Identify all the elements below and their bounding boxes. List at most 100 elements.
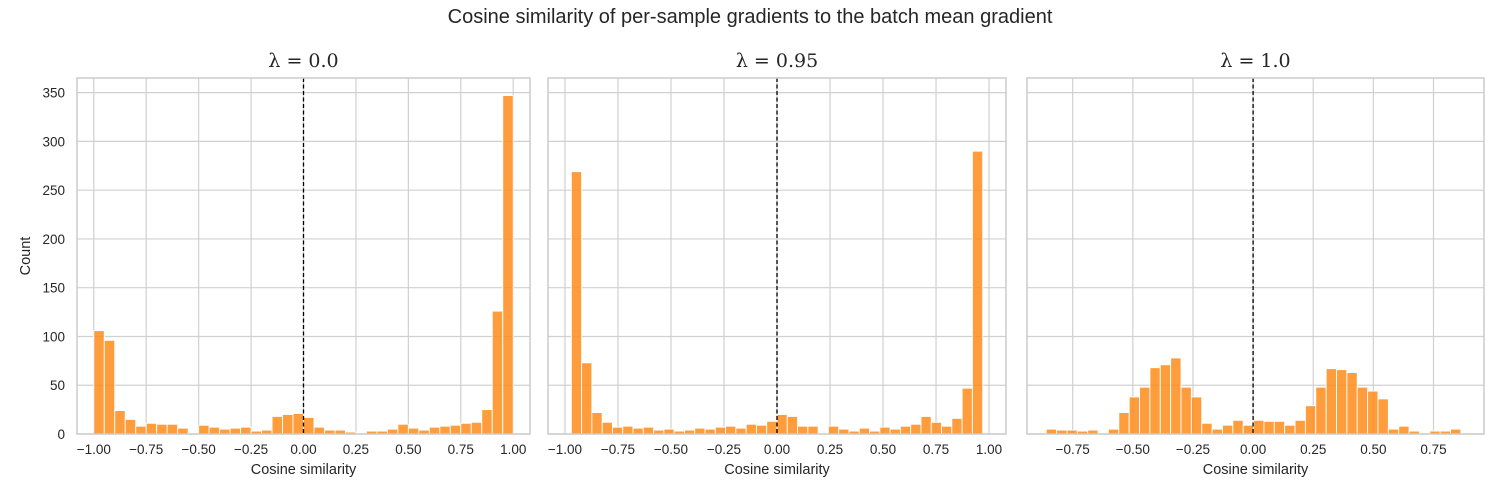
histogram-bar — [481, 409, 493, 435]
histogram-bar — [240, 426, 252, 435]
x-tick-label: 0.50 — [870, 442, 896, 457]
histogram-bar — [1336, 369, 1348, 435]
histogram-bar — [1118, 412, 1130, 435]
histogram-bar — [1253, 419, 1265, 435]
x-tick-label: 1.00 — [976, 442, 1002, 457]
x-tick-label: 0.00 — [290, 442, 316, 457]
histogram-bar — [971, 150, 984, 435]
plot-area — [1027, 78, 1484, 434]
x-tick-label: −0.25 — [707, 442, 741, 457]
histogram-bar — [114, 410, 126, 435]
subplot-3: −0.75 −0.50 −0.25 0.00 0.25 0.50 0.75 Cosine si… — [1026, 77, 1485, 478]
histogram-bar — [1325, 368, 1337, 435]
histogram-bar — [460, 422, 472, 435]
histogram-bar — [807, 425, 819, 435]
y-tick-label: 250 — [42, 183, 65, 198]
y-tick-label: 100 — [42, 329, 65, 344]
x-tick-label: 0.00 — [764, 442, 790, 457]
histogram-bar — [103, 339, 116, 435]
plot-frame — [1026, 77, 1485, 435]
histogram-bar — [135, 425, 147, 435]
histogram-bar — [1263, 420, 1275, 435]
histogram-bar — [166, 423, 179, 435]
histogram-bar — [1170, 357, 1182, 435]
histogram-bar — [1294, 419, 1306, 435]
histogram-bar — [1232, 419, 1244, 435]
histogram-bar — [622, 425, 634, 435]
histogram-bar — [930, 421, 942, 435]
y-tick-label: 350 — [42, 86, 65, 101]
y-axis-label: Count — [18, 237, 34, 276]
histogram-bar — [941, 425, 953, 435]
x-tick-label: −0.25 — [1176, 442, 1210, 457]
x-tick-label: 0.00 — [1240, 442, 1266, 457]
y-tick-label: 150 — [42, 281, 65, 296]
panel-title-1: λ = 0.0 — [77, 50, 530, 72]
x-tick-label: 0.50 — [395, 442, 421, 457]
histogram-bar — [612, 426, 624, 435]
y-tick-label: 50 — [50, 378, 65, 393]
x-tick-label: −0.75 — [1056, 442, 1090, 457]
histogram-bar — [1222, 424, 1234, 435]
histogram-bar — [502, 95, 514, 435]
histogram-bar — [632, 427, 644, 435]
histogram-bar — [910, 423, 922, 435]
histogram-bar — [879, 426, 891, 435]
plot-frame — [76, 77, 531, 435]
histogram-bar — [177, 427, 189, 435]
histogram-bar — [1284, 424, 1296, 435]
histogram-bar — [1315, 386, 1327, 435]
subplot-2: −1.00 −0.75 −0.50 −0.25 0.00 0.25 0.50 0.75 1.00… — [547, 77, 1007, 478]
histogram-bar — [428, 426, 441, 435]
histogram-bar — [1139, 386, 1151, 435]
subplot-1: −1.00 −0.75 −0.50 −0.25 0.00 0.25 0.50 0.75 1.00… — [18, 77, 531, 478]
histogram-bar — [961, 387, 973, 435]
panel-title-text: λ = 0.95 — [735, 50, 819, 72]
histogram-bar — [1346, 372, 1358, 435]
x-tick-label: −0.75 — [601, 442, 635, 457]
plot-frame — [547, 77, 1007, 435]
histogram-bar — [714, 426, 727, 435]
x-tick-label: 0.75 — [448, 442, 474, 457]
histogram-bar — [745, 423, 757, 435]
histogram-bar — [725, 425, 737, 435]
histogram-bar — [1159, 364, 1172, 435]
x-tick-label: 0.75 — [1420, 442, 1446, 457]
histogram-bar — [198, 424, 210, 435]
x-tick-label: −0.50 — [654, 442, 688, 457]
x-tick-label: 0.50 — [1360, 442, 1386, 457]
histogram-bar — [1398, 425, 1410, 435]
y-tick-label: 0 — [57, 427, 65, 442]
histogram-bar — [1201, 422, 1213, 435]
histogram-bar — [1128, 396, 1140, 435]
x-tick-label: −1.00 — [77, 442, 111, 457]
histogram-bar — [470, 421, 483, 435]
histogram-bar — [93, 330, 105, 435]
x-axis-label: Cosine similarity — [724, 462, 830, 478]
histogram-bar — [920, 415, 932, 435]
histogram-bar — [292, 413, 304, 435]
histogram-bar — [145, 422, 158, 435]
histogram-bar — [1377, 398, 1389, 435]
histogram-bar — [271, 415, 283, 435]
histogram-bar — [642, 426, 655, 435]
x-tick-label: −0.50 — [1116, 442, 1150, 457]
x-axis-label: Cosine similarity — [251, 462, 357, 478]
x-axis-label: Cosine similarity — [1203, 462, 1309, 478]
histogram-bar — [694, 427, 706, 435]
histogram-bar — [1304, 405, 1317, 435]
histogram-bar — [1356, 386, 1369, 435]
histogram-bar — [755, 424, 768, 435]
histogram-bar — [229, 427, 242, 435]
histogram-bar — [858, 427, 871, 435]
x-tick-label: −0.50 — [182, 442, 216, 457]
x-tick-label: −0.75 — [129, 442, 163, 457]
histogram-bar — [124, 418, 137, 435]
histogram-bar — [1273, 420, 1286, 435]
x-tick-label: 0.25 — [817, 442, 843, 457]
panel-title-text: λ = 1.0 — [1220, 50, 1291, 72]
histogram-bar — [786, 415, 799, 435]
histogram-bar — [951, 417, 963, 435]
histogram-bar — [449, 424, 462, 435]
histogram-bar — [591, 412, 603, 435]
